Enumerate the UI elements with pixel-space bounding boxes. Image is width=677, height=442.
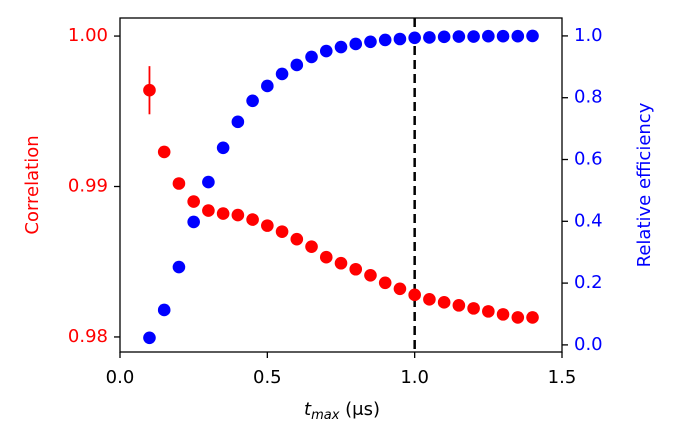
point	[467, 302, 480, 315]
point	[437, 296, 451, 309]
y2-tick-label: 0.2	[574, 272, 603, 293]
point	[452, 299, 466, 312]
y2-tick-label: 0.8	[574, 87, 603, 108]
point	[393, 32, 407, 46]
point	[482, 29, 495, 43]
point	[349, 37, 363, 51]
x-label-base: t	[304, 399, 312, 420]
y-tick-label: 0.98	[68, 326, 108, 347]
y2-axis-label: Relative efficiency	[634, 102, 655, 267]
point	[408, 288, 421, 302]
point	[202, 175, 215, 189]
point	[202, 204, 215, 217]
point	[157, 145, 171, 159]
point	[275, 225, 289, 238]
point	[246, 213, 259, 226]
point	[526, 29, 539, 43]
y2-tick-label: 0.0	[574, 334, 603, 355]
point	[482, 305, 495, 318]
x-tick-label: 0.5	[253, 367, 282, 388]
point	[187, 195, 200, 208]
point	[290, 232, 304, 246]
point	[261, 219, 274, 232]
x-tick-label: 1.0	[400, 367, 429, 388]
point	[187, 215, 200, 229]
point	[246, 94, 259, 108]
point	[437, 30, 451, 44]
point	[423, 31, 436, 44]
x-label-rest: (μs)	[339, 399, 380, 420]
point	[496, 308, 510, 321]
point	[423, 293, 436, 306]
point	[511, 29, 525, 43]
y2-tick-label: 0.6	[574, 149, 603, 170]
point	[305, 240, 318, 253]
point	[349, 262, 363, 276]
point	[216, 141, 230, 155]
point	[143, 83, 156, 97]
point	[378, 33, 392, 47]
plot-frame	[119, 17, 563, 353]
point	[511, 311, 525, 324]
x-tick-label: 0.0	[106, 367, 135, 388]
point	[143, 331, 156, 345]
point	[452, 30, 466, 43]
y-axis-label: Correlation	[22, 135, 43, 234]
point	[378, 276, 392, 290]
y2-tick-label: 0.4	[574, 210, 603, 231]
point	[305, 50, 318, 64]
y-tick-label: 1.00	[68, 25, 108, 46]
point	[157, 303, 171, 317]
point	[393, 282, 407, 296]
y2-tick-label: 1.0	[574, 25, 603, 46]
point	[319, 44, 333, 58]
y-tick-label: 0.99	[68, 176, 108, 197]
point	[408, 31, 421, 45]
point	[172, 260, 186, 274]
x-label-sub: max	[311, 408, 340, 423]
x-axis-label: tmax (μs)	[304, 399, 380, 423]
x-tick-label: 1.5	[548, 367, 577, 388]
point	[364, 268, 377, 282]
point	[172, 177, 186, 190]
point	[319, 250, 333, 264]
point	[334, 256, 348, 270]
point	[334, 40, 348, 54]
point	[290, 58, 304, 72]
point	[261, 79, 274, 93]
point	[496, 29, 510, 43]
point	[526, 311, 539, 324]
point	[216, 207, 230, 220]
point	[364, 35, 377, 49]
point	[231, 208, 245, 222]
point	[231, 115, 245, 129]
point	[275, 67, 289, 81]
point	[467, 30, 480, 43]
